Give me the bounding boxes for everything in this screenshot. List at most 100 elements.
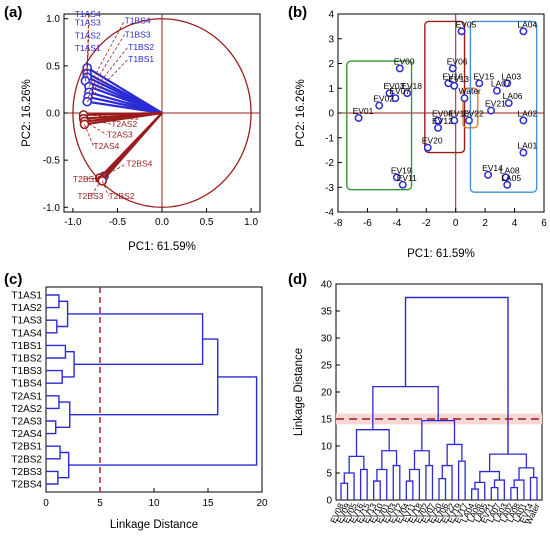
leaf-label: T2BS4 xyxy=(11,480,42,491)
score-point-label: EV13 xyxy=(448,74,469,84)
x-tick-label: 0.5 xyxy=(200,217,214,228)
x-axis-title: PC1: 61.59% xyxy=(128,241,196,253)
dendrogram-link xyxy=(46,470,59,485)
loading-label: T1BS2 xyxy=(128,42,154,52)
y-tick-label: -3 xyxy=(325,183,334,194)
leader-line xyxy=(84,47,90,81)
dendrogram-link xyxy=(373,480,381,500)
score-point-label: EV20 xyxy=(422,136,443,146)
dendrogram-link xyxy=(46,395,60,410)
score-point-label: EV03 xyxy=(384,81,405,91)
y-tick-label: 4 xyxy=(328,10,334,21)
y-axis-title: Linkage Distance xyxy=(293,348,305,436)
score-point-label: LA06 xyxy=(503,91,523,101)
score-point xyxy=(492,86,501,95)
score-point xyxy=(504,99,513,108)
score-point-label: Water xyxy=(459,86,482,96)
score-point xyxy=(385,89,394,98)
y-tick-label: -2 xyxy=(325,158,334,169)
score-point-label: EV06 xyxy=(447,56,468,66)
dendrogram-link xyxy=(376,468,388,500)
dendrogram-link xyxy=(46,294,60,309)
y-tick-label: 5 xyxy=(326,469,332,480)
loading-vector xyxy=(84,111,163,126)
score-point-label: EV16 xyxy=(442,71,463,81)
loading-label: T1BS1 xyxy=(128,54,154,64)
dendrogram-link xyxy=(392,464,401,500)
dendrogram-link xyxy=(441,464,453,500)
leaf-label: T2BS1 xyxy=(11,442,42,453)
leader-line xyxy=(103,163,127,177)
x-tick-label: 0 xyxy=(453,218,459,229)
y-tick-label: -1 xyxy=(325,133,334,144)
loading-label: T1AS4 xyxy=(75,9,101,19)
dendrogram-link xyxy=(46,445,61,460)
leader-line xyxy=(86,22,90,74)
y-axis-title: PC2: 16.26% xyxy=(21,79,33,147)
dendrogram-link xyxy=(510,486,519,500)
loading-label: T2BS2 xyxy=(109,191,135,201)
leader-line xyxy=(91,179,102,197)
score-point xyxy=(434,123,443,132)
score-point-label: LA08 xyxy=(500,165,520,175)
dendrogram-link xyxy=(529,476,538,500)
dendrogram-link xyxy=(474,481,486,500)
score-point xyxy=(460,94,469,103)
dendrogram-link xyxy=(493,479,505,500)
dendrogram-link xyxy=(46,369,63,384)
score-point-label: EV07 xyxy=(389,86,410,96)
x-tick-label: 15 xyxy=(202,498,214,509)
score-point xyxy=(423,143,432,152)
y-tick-label: 40 xyxy=(321,280,333,291)
leaf-label: T2AS1 xyxy=(11,391,42,402)
dendrogram-link xyxy=(359,468,368,500)
plot-frame xyxy=(45,286,263,493)
x-axis-title: PC1: 61.59% xyxy=(407,248,475,260)
loading-vector xyxy=(101,112,163,182)
y-tick-label: 25 xyxy=(321,361,333,372)
dendrogram-link xyxy=(513,479,525,500)
score-point-label: EV19 xyxy=(391,165,412,175)
panel-b-score-plot: -8 -6 -4 -2 0 2 4 6 4 3 2 1 0 -1 -2 -3 -4 PC1: 61.59% PC2:… xyxy=(295,10,547,261)
score-point-label: EV18 xyxy=(401,81,422,91)
score-point-label: EV15 xyxy=(473,71,494,81)
score-point xyxy=(398,180,407,189)
x-tick-label: 0 xyxy=(43,498,49,509)
y-tick-label: 0 xyxy=(326,496,332,507)
dendrogram-link xyxy=(405,480,414,500)
cluster-box-blue xyxy=(469,20,538,193)
x-tick-label: 10 xyxy=(148,498,160,509)
score-point-label: EV14 xyxy=(482,163,503,173)
score-point-label: EV21 xyxy=(485,99,506,109)
loading-label: T1BS4 xyxy=(125,15,151,25)
loading-label: T1AS2 xyxy=(75,31,101,41)
loading-label: T2AS4 xyxy=(93,141,119,151)
leader-line xyxy=(88,20,125,87)
score-point xyxy=(503,79,512,88)
leader-line xyxy=(84,124,94,146)
x-tick-label: 20 xyxy=(256,498,268,509)
panel-label-d: (d) xyxy=(288,271,307,288)
leaf-label: T2BS2 xyxy=(11,454,42,465)
score-point xyxy=(519,148,528,157)
score-point-label: LA05 xyxy=(501,173,521,183)
dendrogram-link xyxy=(46,344,67,359)
dendrogram-link xyxy=(343,472,355,500)
dendrogram-link xyxy=(479,470,501,483)
dendrogram-link xyxy=(340,482,349,500)
score-point xyxy=(395,64,404,73)
dendrogram-link xyxy=(46,420,57,435)
score-point-label: EV11 xyxy=(397,173,417,183)
score-point xyxy=(465,116,473,125)
x-tick-label: -1.0 xyxy=(64,217,82,228)
x-tick-label: 1.0 xyxy=(244,217,258,228)
dendrogram-root-link xyxy=(404,296,509,455)
dendrogram-link xyxy=(62,351,75,378)
score-point-label: LA03 xyxy=(501,71,521,81)
loading-label: T2BS3 xyxy=(77,191,103,201)
score-point xyxy=(519,27,528,36)
score-point-label: LA01 xyxy=(517,141,537,151)
leaf-label: T2AS2 xyxy=(11,404,42,415)
x-axis-title: Linkage Distance xyxy=(110,519,198,531)
dendrogram-link xyxy=(68,376,258,466)
